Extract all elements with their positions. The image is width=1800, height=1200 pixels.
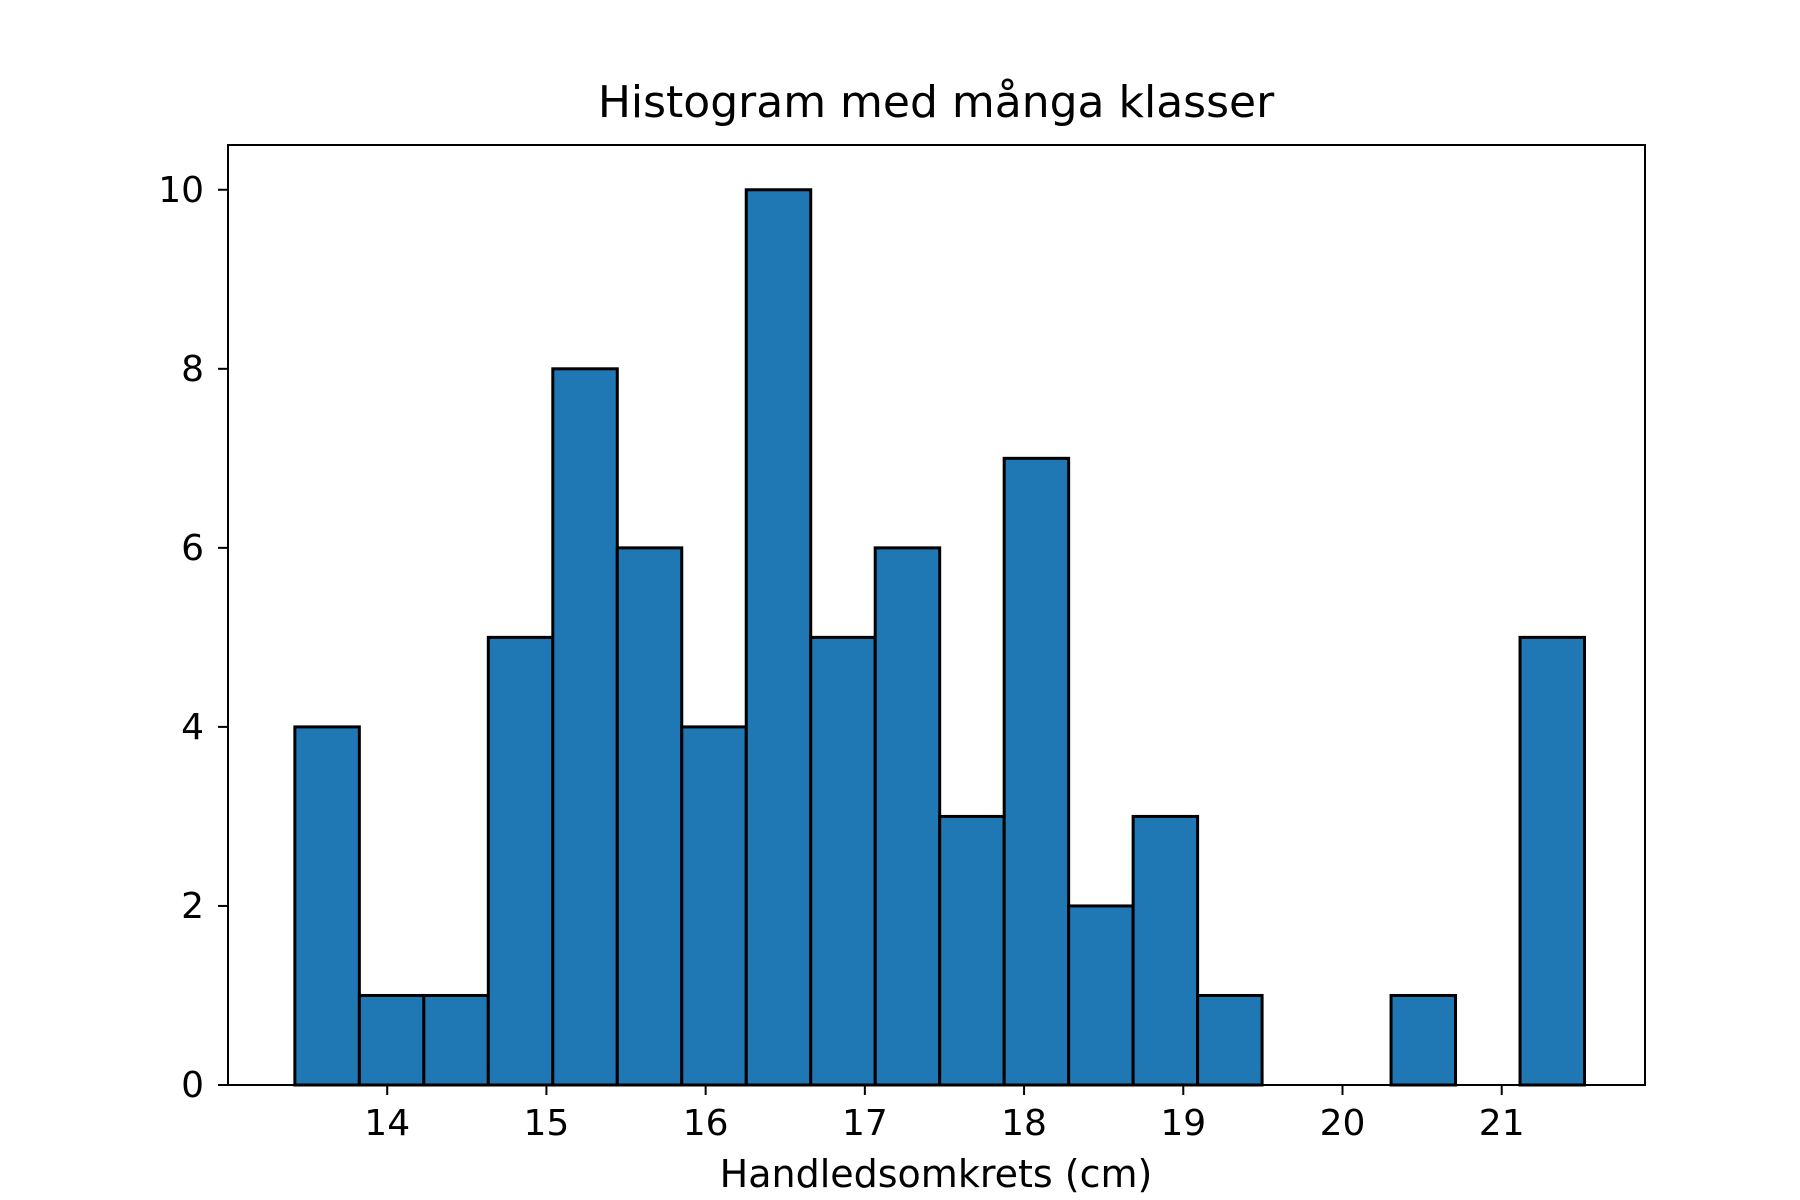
histogram-bar <box>1518 635 1587 1087</box>
histogram-bar <box>873 546 942 1087</box>
histogram-bar <box>486 635 555 1087</box>
x-tick-label: 15 <box>524 1103 570 1144</box>
histogram-bar <box>357 993 426 1087</box>
histogram-bar <box>422 993 490 1087</box>
x-tick-label: 16 <box>683 1103 729 1144</box>
y-tick-label: 10 <box>158 170 204 211</box>
x-tick-label: 21 <box>1479 1103 1525 1144</box>
chart-title: Histogram med många klasser <box>598 77 1275 128</box>
x-tick-label: 17 <box>842 1103 888 1144</box>
plot-frame <box>227 144 1646 1086</box>
y-tick-label: 2 <box>181 886 204 927</box>
histogram-bar <box>744 188 813 1087</box>
histogram-bar <box>551 367 619 1087</box>
bars-layer <box>293 188 1587 1087</box>
x-tick-label: 19 <box>1160 1103 1206 1144</box>
histogram-bar <box>938 814 1006 1087</box>
histogram-bar <box>615 546 684 1087</box>
y-tick-label: 6 <box>181 528 204 569</box>
histogram-bar <box>680 725 748 1087</box>
histogram-bar <box>1067 904 1135 1087</box>
histogram-bar <box>293 725 361 1087</box>
x-tick-label: 18 <box>1001 1103 1047 1144</box>
histogram-bar <box>1196 993 1264 1087</box>
y-tick-label: 4 <box>181 707 204 748</box>
x-tick-label: 14 <box>364 1103 410 1144</box>
x-tick-label: 20 <box>1320 1103 1366 1144</box>
y-tick-label: 0 <box>181 1065 204 1106</box>
histogram-bar <box>809 635 877 1087</box>
ticks-layer: 14 15 16 17 18 19 20 21 0 2 4 6 8 10 <box>158 170 1524 1144</box>
histogram-bar <box>1131 814 1200 1087</box>
x-axis-label: Handledsomkrets (cm) <box>720 1152 1153 1196</box>
histogram-bar <box>1002 456 1071 1087</box>
histogram-bar <box>1389 993 1458 1087</box>
y-tick-label: 8 <box>181 349 204 390</box>
